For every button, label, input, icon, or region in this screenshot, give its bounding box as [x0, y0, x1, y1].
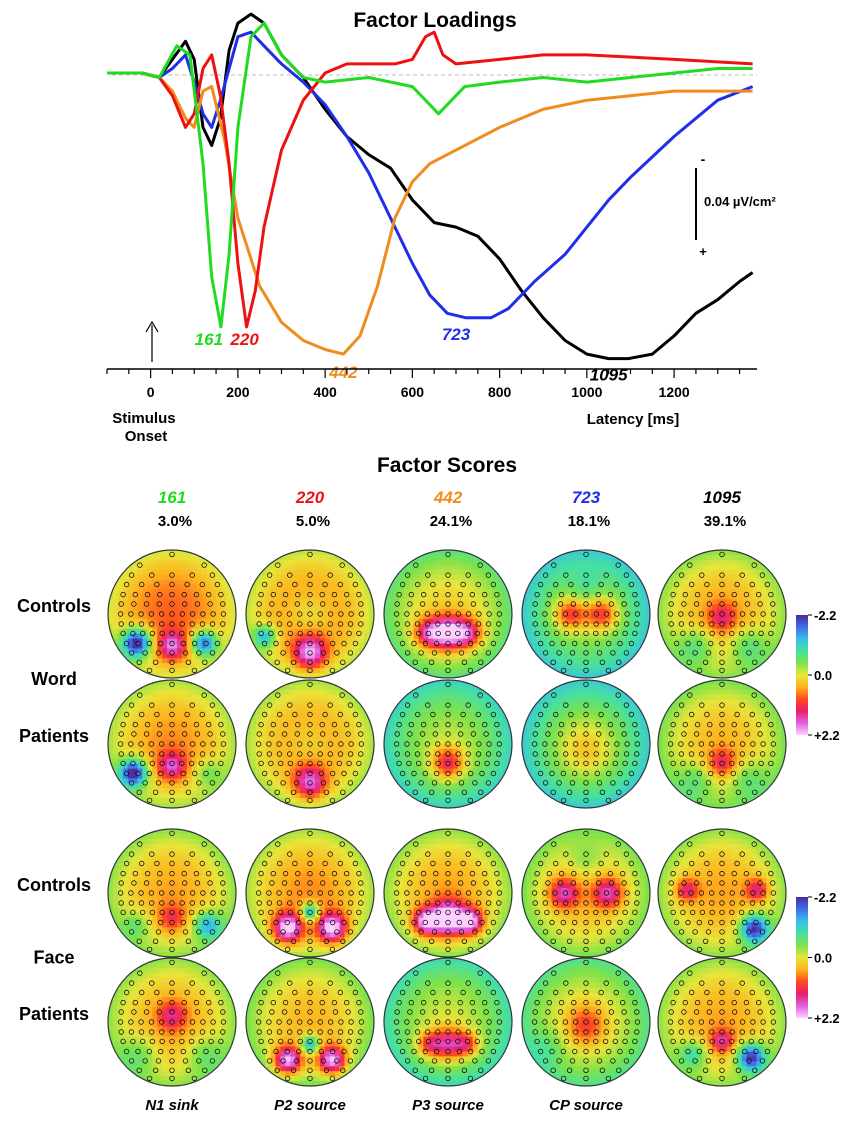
color-scale-gradient — [796, 897, 808, 1018]
condition-label: Face — [33, 948, 74, 968]
x-axis-label: Latency [ms] — [587, 411, 680, 428]
x-tick-label: 1200 — [659, 384, 690, 400]
x-tick-label: 200 — [226, 384, 250, 400]
color-scale-label: -2.2 — [814, 890, 836, 905]
peak-label-161: 161 — [195, 330, 223, 349]
column-variance-label: 24.1% — [430, 513, 473, 530]
x-axis-tick-labels: 0 200 400 600 800 1000 1200 — [147, 384, 690, 400]
column-variance-label: 18.1% — [568, 513, 611, 530]
x-tick-label: 400 — [313, 384, 337, 400]
color-scale-label: 0.0 — [814, 668, 832, 683]
column-factor-label: 723 — [572, 488, 601, 507]
color-scale-bar: -2.2 0.0 +2.2 — [796, 608, 840, 743]
loadings-title: Factor Loadings — [353, 9, 516, 32]
scale-bar: - 0.04 µV/cm² + — [696, 151, 776, 259]
x-tick-label: 1000 — [571, 384, 602, 400]
column-footer-label: P3 source — [412, 1097, 484, 1114]
color-scale-label: +2.2 — [814, 1011, 840, 1026]
peak-label-442: 442 — [328, 363, 358, 382]
row-label: Controls — [17, 596, 91, 616]
column-factor-label: 1095 — [703, 488, 741, 507]
topography-maps — [108, 550, 787, 1087]
loading-curves — [107, 14, 753, 359]
color-scale-label: 0.0 — [814, 951, 832, 966]
scale-bar-top-label: - — [701, 151, 706, 167]
column-footer-label: P2 source — [274, 1097, 346, 1114]
column-factor-label: 220 — [295, 488, 325, 507]
condition-label: Word — [31, 669, 77, 689]
stimulus-onset-label: Stimulus Onset — [112, 410, 180, 445]
row-label: Patients — [19, 726, 89, 746]
color-scales: -2.2 0.0 +2.2 -2.2 0.0 +2.2 — [796, 608, 840, 1026]
x-tick-label: 600 — [401, 384, 425, 400]
color-scale-label: -2.2 — [814, 608, 836, 623]
row-labels: Controls Patients Controls Patients Word Face — [17, 596, 91, 1024]
scores-title: Factor Scores — [377, 454, 517, 477]
x-axis-ticks — [107, 369, 740, 378]
color-scale-gradient — [796, 615, 808, 735]
scale-bar-label: 0.04 µV/cm² — [704, 194, 776, 209]
peak-label-723: 723 — [442, 325, 471, 344]
color-scale-label: +2.2 — [814, 728, 840, 743]
row-label: Patients — [19, 1004, 89, 1024]
column-headers: 161 3.0% 220 5.0% 442 24.1% 723 18.1% 1095 39.1% — [158, 488, 746, 530]
column-footer-label: CP source — [549, 1097, 623, 1114]
column-variance-label: 5.0% — [296, 513, 330, 530]
column-factor-label: 442 — [433, 488, 463, 507]
column-variance-label: 39.1% — [704, 513, 747, 530]
column-footer-label: N1 sink — [145, 1097, 199, 1114]
x-tick-label: 0 — [147, 384, 155, 400]
row-label: Controls — [17, 875, 91, 895]
onset-arrow-icon — [146, 322, 158, 362]
column-factor-label: 161 — [158, 488, 186, 507]
x-tick-label: 800 — [488, 384, 512, 400]
column-footers: N1 sink P2 source P3 source CP source — [145, 1097, 623, 1114]
color-scale-bar: -2.2 0.0 +2.2 — [796, 890, 840, 1026]
scale-bar-bottom-label: + — [699, 244, 707, 259]
peak-label-220: 220 — [229, 330, 259, 349]
column-variance-label: 3.0% — [158, 513, 192, 530]
